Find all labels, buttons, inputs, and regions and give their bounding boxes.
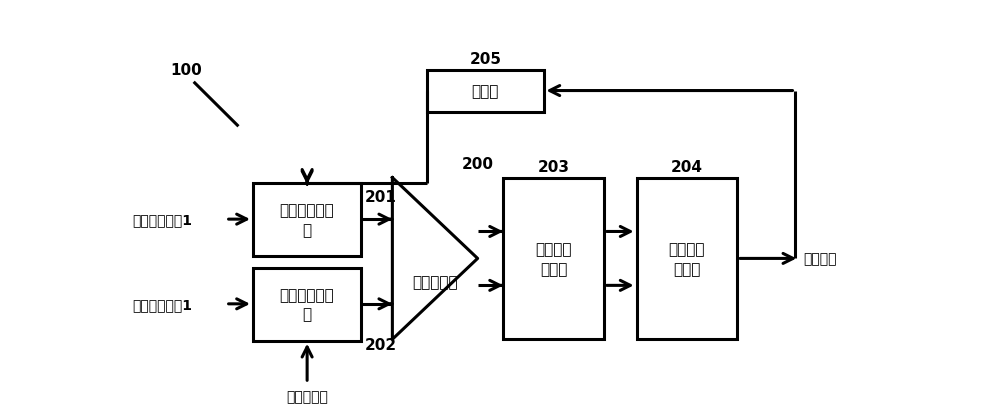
Bar [253,184,361,256]
Bar [427,71,544,113]
Text: 误差信号: 误差信号 [803,252,837,266]
Text: 200: 200 [462,157,494,172]
Text: 201: 201 [364,190,396,204]
Bar [253,268,361,341]
Text: 第二数控延迟
链: 第二数控延迟 链 [280,287,334,322]
Text: 第一数控延迟
链: 第一数控延迟 链 [280,202,334,237]
Bar [637,178,737,339]
Text: 202: 202 [364,337,397,352]
Text: 固定控制码: 固定控制码 [286,389,328,403]
Text: 反馈分频信号1: 反馈分频信号1 [133,213,193,227]
Text: 第二鉴频
鉴相器: 第二鉴频 鉴相器 [535,241,572,276]
Text: 204: 204 [671,160,703,174]
Text: 时间数字
转换器: 时间数字 转换器 [669,241,705,276]
Text: 参考时钟信号1: 参考时钟信号1 [133,297,193,311]
Text: 时间放大器: 时间放大器 [412,274,458,289]
Text: 203: 203 [538,160,570,174]
Text: 100: 100 [170,63,202,78]
Bar [503,178,604,339]
Text: 205: 205 [469,52,501,67]
Text: 积分器: 积分器 [472,84,499,99]
